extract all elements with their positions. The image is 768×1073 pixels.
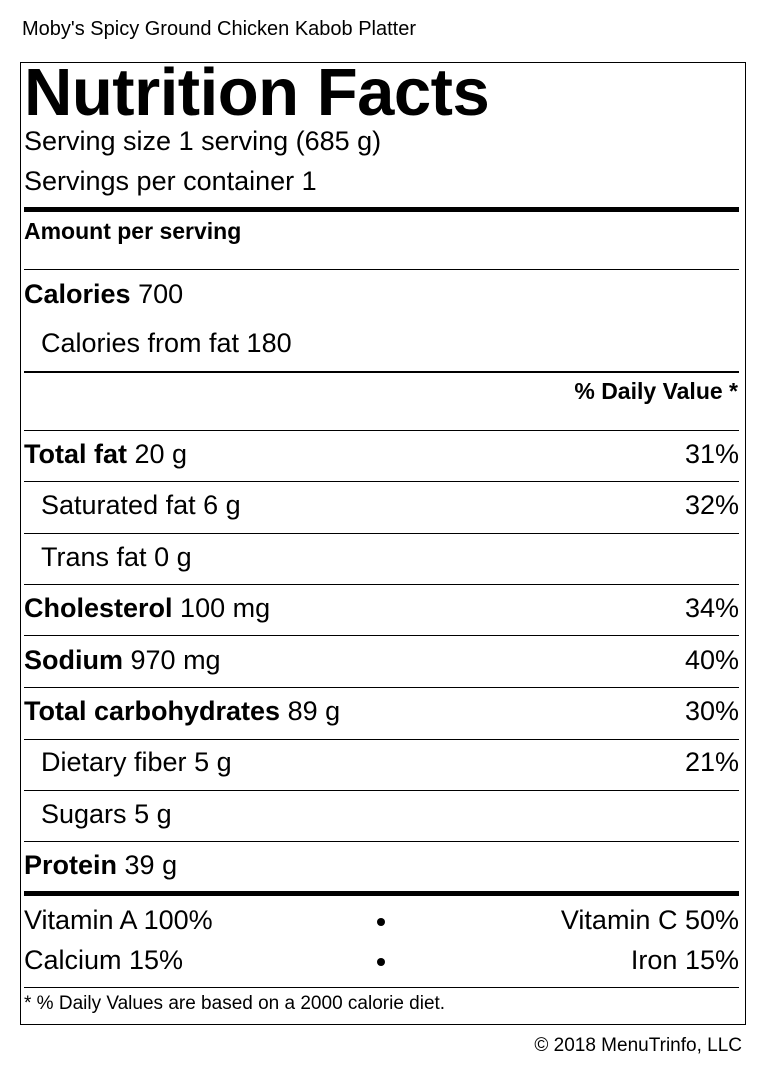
copyright-notice: © 2018 MenuTrinfo, LLC xyxy=(534,1035,742,1056)
divider xyxy=(24,790,739,791)
menu-item-name: Moby's Spicy Ground Chicken Kabob Platte… xyxy=(22,18,417,40)
nutrient-amount: 5 g xyxy=(194,747,232,777)
nutrient-daily-value: 21% xyxy=(684,747,739,777)
nutrient-amount: 970 mg xyxy=(130,645,221,675)
iron: Iron 15% xyxy=(630,945,739,975)
calories-value: 700 xyxy=(138,279,184,309)
nutrient-name: Total carbohydrates xyxy=(24,696,281,726)
divider xyxy=(24,635,739,636)
nutrient-row-sodium: Sodium 970 mg 40% xyxy=(24,640,739,680)
nutrient-amount: 39 g xyxy=(124,850,178,880)
nutrient-name: Total fat xyxy=(24,439,127,469)
nutrient-name: Dietary fiber xyxy=(41,747,187,777)
divider xyxy=(24,481,739,482)
nutrition-facts-label: Nutrition Facts Serving size 1 serving (… xyxy=(20,57,746,1025)
calcium: Calcium 15% xyxy=(24,945,184,975)
servings-per-container: Servings per container 1 xyxy=(24,166,317,196)
label-title: Nutrition Facts xyxy=(24,55,490,130)
nutrient-name: Sugars xyxy=(41,799,127,829)
bullet-icon xyxy=(377,918,385,926)
nutrient-row-cholesterol: Cholesterol 100 mg 34% xyxy=(24,588,739,628)
thick-divider xyxy=(24,891,739,896)
nutrient-row-protein: Protein 39 g xyxy=(24,845,739,885)
divider xyxy=(24,687,739,688)
vitamin-a: Vitamin A 100% xyxy=(24,905,213,935)
divider xyxy=(24,739,739,740)
vitamin-row: Vitamin A 100% Vitamin C 50% xyxy=(24,901,739,939)
nutrient-name: Cholesterol xyxy=(24,593,173,623)
vitamin-c: Vitamin C 50% xyxy=(560,905,739,935)
daily-value-footnote: * % Daily Values are based on a 2000 cal… xyxy=(24,993,446,1014)
nutrient-row-total-carbohydrates: Total carbohydrates 89 g 30% xyxy=(24,691,739,731)
amount-per-serving: Amount per serving xyxy=(24,218,242,244)
nutrient-amount: 6 g xyxy=(203,490,241,520)
divider xyxy=(24,584,739,585)
nutrient-daily-value: 31% xyxy=(684,439,739,469)
nutrient-name: Sodium xyxy=(24,645,123,675)
nutrient-amount: 20 g xyxy=(134,439,188,469)
nutrient-amount: 5 g xyxy=(134,799,172,829)
nutrient-daily-value: 32% xyxy=(684,490,739,520)
divider xyxy=(24,371,739,373)
calories-label: Calories xyxy=(24,279,131,309)
divider xyxy=(24,533,739,534)
nutrient-row-dietary-fiber: Dietary fiber 5 g 21% xyxy=(41,742,739,782)
nutrient-name: Trans fat xyxy=(41,542,147,572)
divider xyxy=(24,987,739,988)
nutrient-amount: 0 g xyxy=(154,542,192,572)
calories-from-fat: Calories from fat 180 xyxy=(41,328,292,358)
mineral-row: Calcium 15% Iron 15% xyxy=(24,941,739,979)
calories-from-fat-row: Calories from fat 180 xyxy=(41,323,739,363)
nutrient-daily-value: 30% xyxy=(684,696,739,726)
nutrient-row-sugars: Sugars 5 g xyxy=(41,794,739,834)
nutrient-row-trans-fat: Trans fat 0 g xyxy=(41,537,739,577)
nutrient-name: Protein xyxy=(24,850,118,880)
nutrient-daily-value: 34% xyxy=(684,593,739,623)
calories-row: Calories 700 xyxy=(24,274,739,314)
nutrient-row-total-fat: Total fat 20 g 31% xyxy=(24,434,739,474)
bullet-icon xyxy=(377,958,385,966)
nutrient-daily-value: 40% xyxy=(684,645,739,675)
daily-value-header: % Daily Value * xyxy=(574,378,738,404)
divider xyxy=(24,430,739,431)
nutrient-row-saturated-fat: Saturated fat 6 g 32% xyxy=(41,485,739,525)
nutrient-name: Saturated fat xyxy=(41,490,196,520)
divider xyxy=(24,841,739,842)
divider xyxy=(24,269,739,270)
serving-size: Serving size 1 serving (685 g) xyxy=(24,126,382,156)
nutrient-amount: 100 mg xyxy=(180,593,271,623)
thick-divider xyxy=(24,207,739,212)
nutrient-amount: 89 g xyxy=(287,696,341,726)
